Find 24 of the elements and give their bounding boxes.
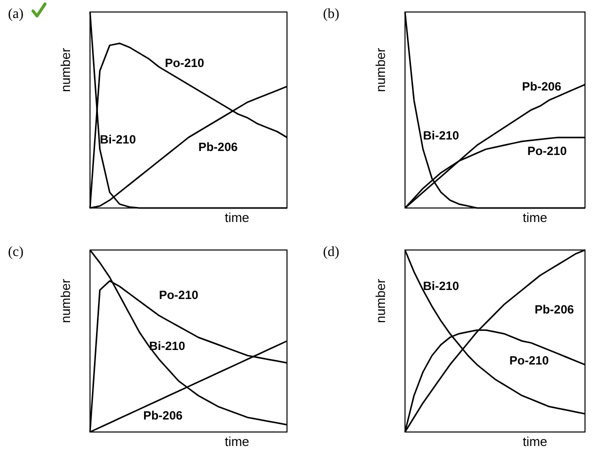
series-label: Bi-210	[423, 128, 460, 142]
series-label: Po-210	[158, 288, 199, 302]
series-label: Pb-206	[143, 408, 183, 422]
series-label: Pb-206	[198, 140, 238, 154]
x-axis-title: time	[224, 210, 250, 225]
series-label: Pb-206	[534, 302, 574, 317]
series-label: Po-210	[527, 144, 568, 158]
chart-title: (d)	[323, 245, 340, 260]
series-label: Po-210	[164, 56, 205, 70]
series-label: Bi-210	[423, 279, 460, 294]
series-label: Bi-210	[100, 132, 136, 146]
x-axis-title: time	[224, 434, 250, 449]
chart-title: (a)	[8, 7, 24, 22]
y-axis-title: number	[373, 278, 388, 324]
chart-title: (c)	[8, 245, 24, 260]
y-axis-title: number	[58, 47, 73, 92]
series-label: Po-210	[509, 354, 550, 368]
x-axis-title: time	[522, 434, 548, 449]
series-label: Pb-206	[522, 79, 562, 94]
y-axis-title: number	[373, 47, 388, 92]
series-label: Bi-210	[149, 339, 186, 354]
chart-title: (b)	[323, 7, 340, 22]
y-axis-title: number	[58, 278, 73, 324]
x-axis-title: time	[522, 210, 548, 225]
